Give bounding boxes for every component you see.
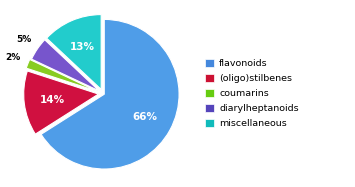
Text: 14%: 14% (40, 95, 65, 105)
Legend: flavonoids, (oligo)stilbenes, coumarins, diarylheptanoids, miscellaneous: flavonoids, (oligo)stilbenes, coumarins,… (205, 59, 299, 128)
Wedge shape (41, 19, 179, 169)
Text: 5%: 5% (16, 35, 31, 44)
Text: 66%: 66% (132, 112, 157, 122)
Wedge shape (47, 15, 101, 89)
Wedge shape (24, 71, 98, 134)
Wedge shape (26, 59, 97, 91)
Text: 13%: 13% (70, 42, 95, 52)
Wedge shape (32, 40, 99, 91)
Text: 2%: 2% (5, 53, 20, 62)
